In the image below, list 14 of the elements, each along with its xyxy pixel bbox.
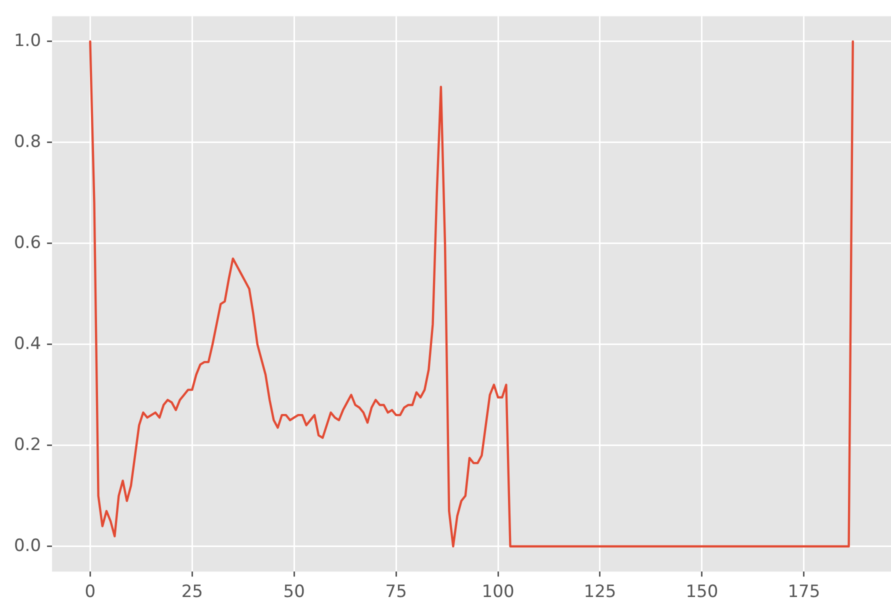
x-tick-label: 100 — [482, 582, 514, 602]
y-tick-label: 0.2 — [14, 434, 42, 455]
x-tick-label: 50 — [283, 582, 305, 602]
y-tick-label: 0.4 — [14, 334, 42, 354]
x-tick-label: 25 — [181, 582, 203, 602]
x-tick-label: 75 — [385, 582, 407, 602]
x-tick-label: 0 — [84, 582, 96, 602]
x-tick-label: 150 — [686, 582, 718, 602]
y-tick-label: 0.8 — [14, 132, 42, 152]
y-tick-label: 0.6 — [14, 232, 42, 253]
x-tick-label: 175 — [788, 582, 820, 602]
y-tick-label: 1.0 — [14, 30, 42, 51]
y-tick-label: 0.0 — [14, 536, 42, 556]
x-tick-label: 125 — [584, 582, 616, 602]
